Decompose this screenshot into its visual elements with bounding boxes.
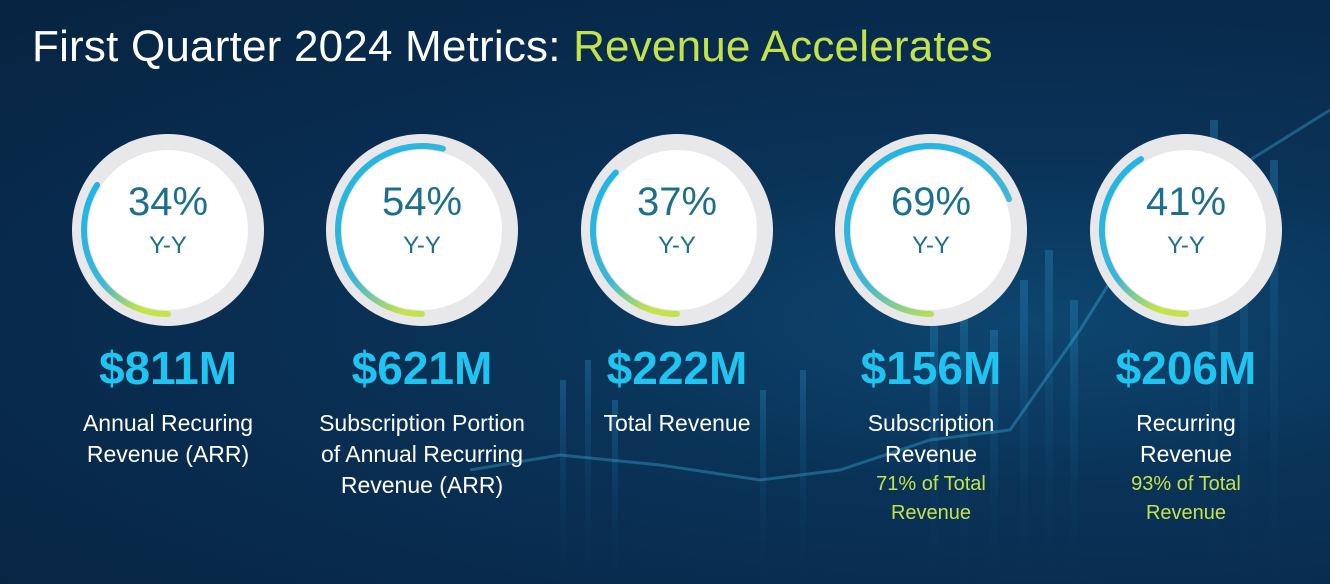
note-line: Revenue bbox=[1145, 502, 1227, 524]
metric-value: $621M bbox=[351, 342, 493, 394]
metric-card-subscription-arr: 54% Y-Y $621M Subscription Portion of An… bbox=[302, 130, 542, 501]
growth-percent: 41% bbox=[1145, 180, 1227, 224]
label-line: Revenue (ARR) bbox=[86, 441, 250, 467]
progress-arc bbox=[590, 169, 680, 317]
label-line: Subscription bbox=[867, 410, 995, 436]
progress-arc bbox=[844, 143, 1013, 317]
growth-percent: 34% bbox=[127, 180, 209, 224]
metric-label: Recurring Revenue bbox=[1066, 408, 1306, 470]
label-line: Annual Recuring bbox=[82, 410, 254, 436]
metric-value: $811M bbox=[98, 342, 238, 394]
label-line: Revenue bbox=[1139, 441, 1233, 467]
metric-card-recurring-revenue: 41% Y-Y $206M Recurring Revenue 93% of T… bbox=[1066, 130, 1306, 528]
note-line: 71% of Total bbox=[876, 473, 986, 495]
ring-graphic bbox=[581, 134, 773, 326]
metric-card-total-revenue: 37% Y-Y $222M Total Revenue bbox=[557, 130, 797, 439]
metric-note: 71% of Total Revenue bbox=[811, 470, 1051, 528]
growth-ring-recurring-revenue: 41% Y-Y bbox=[1086, 130, 1286, 330]
note-line: Revenue bbox=[890, 502, 972, 524]
growth-ring-arr: 34% Y-Y bbox=[68, 130, 268, 330]
growth-period: Y-Y bbox=[658, 232, 696, 259]
metric-value: $222M bbox=[606, 342, 748, 394]
ring-inner-disc bbox=[851, 150, 1011, 310]
metric-label: Subscription Revenue bbox=[811, 408, 1051, 470]
growth-percent: 54% bbox=[381, 180, 463, 224]
progress-arc bbox=[81, 181, 171, 317]
growth-period: Y-Y bbox=[403, 232, 441, 259]
title-main: First Quarter 2024 Metrics: bbox=[32, 22, 574, 71]
progress-arc bbox=[335, 143, 446, 317]
metric-label: Total Revenue bbox=[557, 408, 797, 439]
page-title: First Quarter 2024 Metrics: Revenue Acce… bbox=[32, 22, 993, 72]
growth-period: Y-Y bbox=[1167, 232, 1205, 259]
label-line: Revenue (ARR) bbox=[340, 472, 504, 498]
ring-inner-disc bbox=[597, 150, 757, 310]
label-line: Recurring bbox=[1136, 410, 1236, 436]
progress-arc bbox=[1099, 156, 1189, 317]
label-line: Revenue bbox=[884, 441, 978, 467]
note-line: 93% of Total bbox=[1131, 473, 1241, 495]
ring-inner-disc bbox=[1106, 150, 1266, 310]
metric-note: 93% of Total Revenue bbox=[1066, 470, 1306, 528]
metric-card-subscription-revenue: 69% Y-Y $156M Subscription Revenue 71% o… bbox=[811, 130, 1051, 528]
ring-inner-disc bbox=[342, 150, 502, 310]
metric-value: $206M bbox=[1115, 342, 1257, 394]
growth-percent: 37% bbox=[636, 180, 718, 224]
growth-percent: 69% bbox=[890, 180, 972, 224]
growth-ring-subscription-revenue: 69% Y-Y bbox=[831, 130, 1031, 330]
ring-graphic bbox=[1090, 134, 1282, 326]
metric-value: $156M bbox=[860, 342, 1002, 394]
growth-period: Y-Y bbox=[149, 232, 187, 259]
label-line: of Annual Recurring bbox=[320, 441, 523, 467]
metric-label: Subscription Portion of Annual Recurring… bbox=[302, 408, 542, 501]
ring-graphic bbox=[72, 134, 264, 326]
ring-graphic bbox=[326, 134, 518, 326]
metric-card-arr: 34% Y-Y $811M Annual Recuring Revenue (A… bbox=[48, 130, 288, 470]
metric-label: Annual Recuring Revenue (ARR) bbox=[48, 408, 288, 470]
title-accent: Revenue Accelerates bbox=[573, 22, 993, 71]
ring-inner-disc bbox=[88, 150, 248, 310]
label-line: Subscription Portion bbox=[319, 410, 525, 436]
ring-graphic bbox=[835, 134, 1027, 326]
label-line: Total Revenue bbox=[603, 410, 751, 436]
growth-ring-subscription-arr: 54% Y-Y bbox=[322, 130, 522, 330]
growth-period: Y-Y bbox=[912, 232, 950, 259]
growth-ring-total-revenue: 37% Y-Y bbox=[577, 130, 777, 330]
